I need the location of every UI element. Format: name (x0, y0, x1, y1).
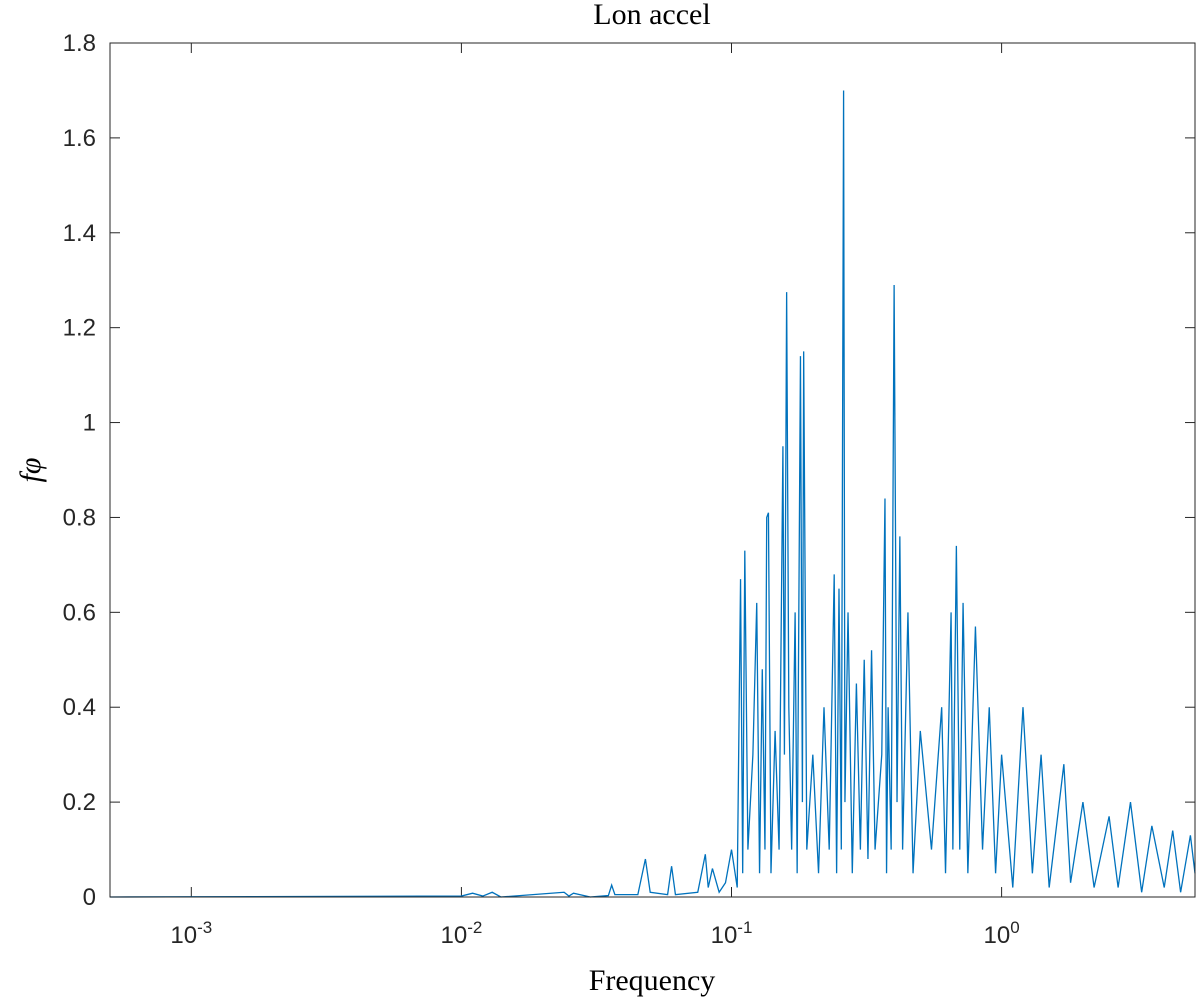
plot-area (110, 43, 1195, 897)
axes-box (109, 42, 1196, 898)
y-tick-label: 0 (83, 884, 96, 911)
x-axis-label: Frequency (589, 964, 716, 997)
y-tick-label: 0.2 (63, 789, 96, 816)
chart-title: Lon accel (593, 0, 710, 31)
x-tick-label: 100 (984, 918, 1020, 949)
y-tick-label: 1.6 (63, 125, 96, 152)
x-tick-label: 10-1 (711, 918, 753, 949)
y-tick-label: 1.8 (63, 30, 96, 57)
y-tick-label: 1.2 (63, 315, 96, 342)
y-tick-label: 0.6 (63, 599, 96, 626)
y-tick-label: 0.8 (63, 504, 96, 531)
x-tick-label: 10-2 (440, 918, 482, 949)
x-tick-label: 10-3 (170, 918, 212, 949)
y-tick-label: 1 (83, 410, 96, 437)
y-tick-label: 0.4 (63, 694, 96, 721)
data-line (109, 90, 1196, 898)
y-axis-label: fφ (14, 458, 47, 483)
y-tick-label: 1.4 (63, 220, 96, 247)
